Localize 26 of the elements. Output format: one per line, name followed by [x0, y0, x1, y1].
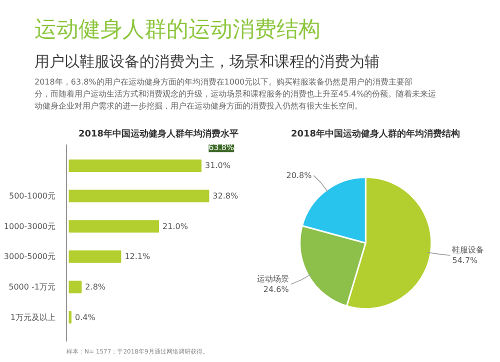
slice-label: 鞋服设备 [452, 245, 484, 254]
data-label: 24.6% [263, 285, 290, 294]
data-label: 32.8% [212, 192, 238, 201]
bar [68, 250, 122, 263]
y-tick-label: 5000 -1万元 [8, 282, 56, 292]
text: 用户以鞋服设备的消费为主，场景和课程的消费为辅 [34, 52, 380, 70]
data-label: 54.7% [452, 256, 478, 266]
y-tick-label: 1万元及以上 [10, 312, 56, 322]
text: 2018年，63.8%的用户在运动健身方面的年均消费在1000元以下。购买鞋服装备仍然是用户的消费主要部分，而随着用户运动生活方式和消费观念的升级，运动场景和课程服务的消费也上升至45.4%的份额。随着未来运动健身企业对用户需求的进一步挖掘，用户在运动健身方面的消费投入仍然有很大生长空间。 [34, 78, 436, 110]
chart-title: 2018年中国运动健身人群的年均消费结构 [290, 128, 460, 140]
y-tick-label: 1000-3000元 [4, 222, 56, 231]
data-label: 20.8% [286, 171, 312, 180]
y-tick-label: 500-1000元 [8, 192, 56, 201]
slice-label: 运动场景 [256, 274, 289, 284]
data-label: 2.8% [85, 282, 106, 292]
bar [68, 220, 160, 233]
data-label: 31.0% [205, 161, 231, 170]
chart-title: 2018年中国运动健身人群年均消费水平 [78, 128, 239, 140]
text: 运动健身人群的运动消费结构 [34, 18, 320, 42]
data-label: 12.1% [124, 252, 151, 262]
y-tick-label: 3000-5000元 [4, 252, 56, 262]
bar [68, 280, 82, 294]
bar [68, 159, 202, 172]
data-label: 0.4% [74, 312, 96, 322]
data-label: 21.0% [162, 222, 188, 231]
bar [68, 190, 210, 202]
